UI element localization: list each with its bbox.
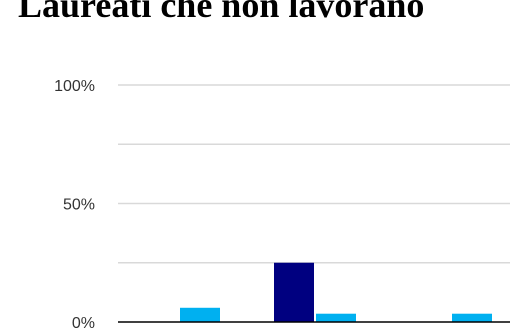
- bar-series2-group3: [452, 313, 492, 322]
- gridlines: [118, 84, 510, 264]
- chart-title: Laureati che non lavorano: [18, 0, 424, 25]
- y-tick-label-50: 50%: [63, 197, 95, 214]
- bar-series2-group1: [180, 307, 220, 322]
- bar-series2-group2: [316, 313, 356, 322]
- bar-series1-group2: [274, 262, 314, 322]
- y-axis-tick-labels: 0% 50% 100%: [54, 78, 95, 332]
- bars: [180, 262, 492, 322]
- y-tick-label-0: 0%: [72, 315, 95, 332]
- y-tick-label-100: 100%: [54, 78, 95, 95]
